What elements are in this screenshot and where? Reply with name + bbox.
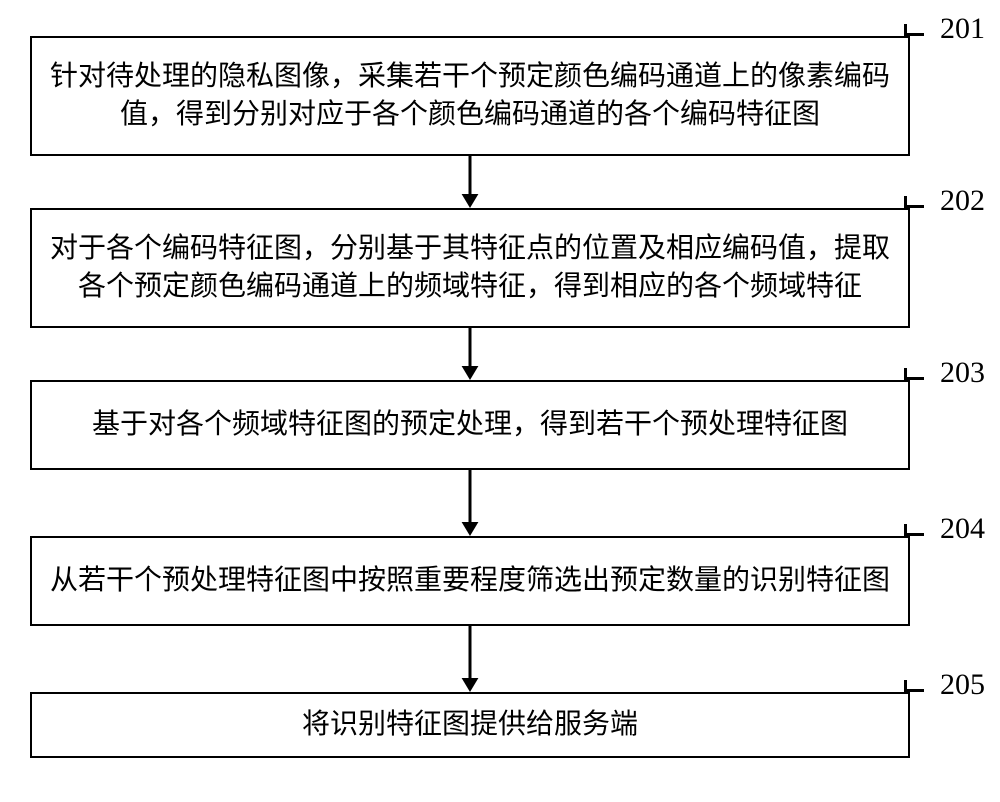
flowchart-canvas: 针对待处理的隐私图像，采集若干个预定颜色编码通道上的像素编码值，得到分别对应于各… [0,0,1000,802]
flow-arrow [0,0,1000,802]
